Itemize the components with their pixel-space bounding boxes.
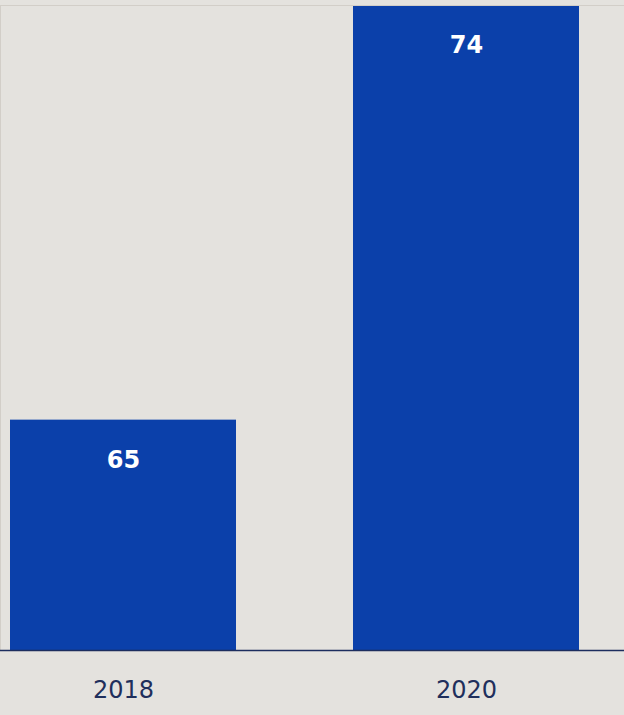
svg-text:65: 65: [107, 446, 140, 474]
svg-text:74: 74: [450, 31, 483, 59]
svg-text:2020: 2020: [436, 676, 497, 704]
svg-text:2018: 2018: [93, 676, 154, 704]
